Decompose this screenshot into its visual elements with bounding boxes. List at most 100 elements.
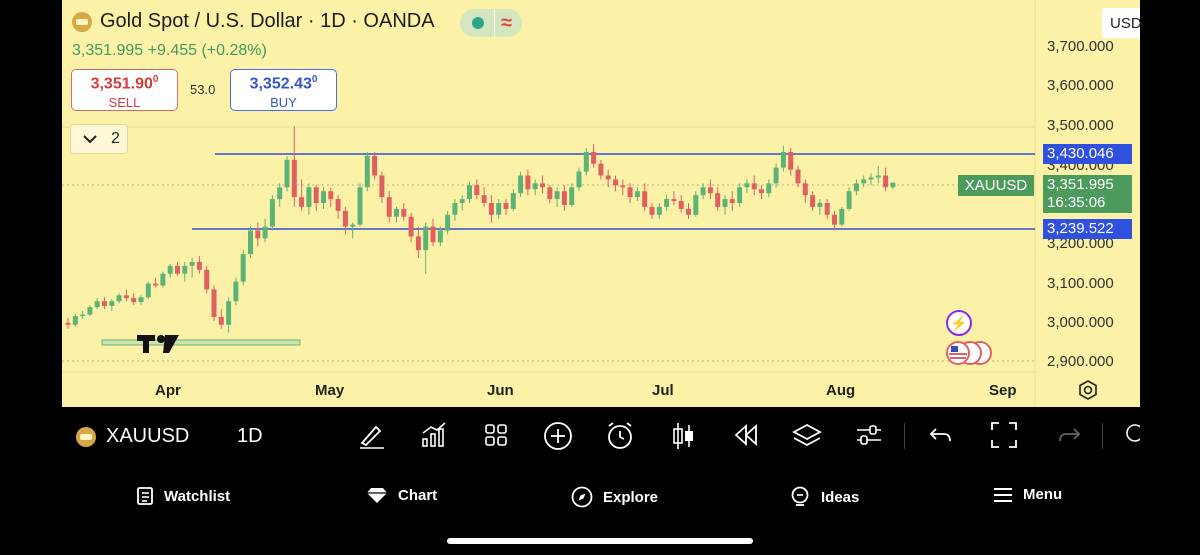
candle-body (773, 167, 779, 184)
redo-icon[interactable] (1056, 421, 1082, 449)
candle-body (605, 175, 611, 180)
nav-watchlist[interactable]: Watchlist (136, 486, 230, 506)
currency-select[interactable]: USD (1102, 8, 1140, 38)
candle-body (554, 191, 560, 200)
candle-body (722, 199, 728, 207)
candlestick-chart[interactable] (62, 0, 1140, 407)
price-label: 3,100.000 (1047, 275, 1114, 292)
time-label: Jul (652, 382, 674, 399)
alarm-clock-icon[interactable] (605, 421, 635, 451)
add-plus-icon[interactable] (543, 421, 573, 451)
nav-ideas[interactable]: Ideas (789, 486, 859, 508)
candle-body (430, 226, 436, 243)
buy-button[interactable]: 3,352.430 BUY (230, 69, 337, 111)
lightning-event-icon[interactable]: ⚡ (946, 310, 972, 336)
candle-body (145, 283, 151, 298)
candle-body (445, 214, 451, 231)
ideas-icon (791, 486, 809, 506)
candle-body (160, 273, 166, 286)
candle-body (795, 169, 801, 184)
spread-value: 53.0 (190, 82, 216, 97)
toolbar-symbol[interactable]: XAUUSD (76, 425, 189, 448)
candle-body (306, 187, 312, 207)
layers-icon[interactable] (792, 421, 822, 451)
candle-body (810, 195, 816, 207)
replay-rewind-icon[interactable] (732, 421, 760, 449)
candle-body (751, 183, 757, 190)
chart-diamond-icon (367, 488, 387, 503)
candle-body (700, 187, 706, 196)
candle-body (87, 307, 93, 315)
candle-body (467, 185, 472, 200)
toolbar-interval[interactable]: 1D (237, 425, 263, 447)
chart-settings-icon[interactable] (1078, 380, 1098, 405)
bottom-navigation: Watchlist Chart Explore Ideas Menu (0, 470, 1200, 525)
highlight-range (101, 339, 301, 346)
candle-body (372, 155, 378, 176)
candle-body (664, 199, 670, 207)
candle-body (569, 187, 575, 205)
undo-icon[interactable] (928, 421, 954, 449)
nav-explore[interactable]: Explore (571, 486, 658, 508)
indicators-icon[interactable] (420, 421, 448, 449)
indicator-count: 2 (111, 130, 120, 147)
indicators-toggle[interactable]: 2 (70, 124, 128, 154)
candle-body (693, 195, 699, 215)
candle-body (386, 197, 392, 217)
candle-body (861, 179, 867, 184)
candle-body (284, 159, 290, 188)
time-label: May (315, 382, 345, 399)
fullscreen-icon[interactable] (990, 421, 1018, 449)
nav-menu[interactable]: Menu (993, 486, 1062, 503)
price-label: 3,500.000 (1047, 117, 1114, 134)
candle-body (737, 187, 743, 203)
candle-body (233, 281, 239, 302)
last-price-value: 3,351.995 (1047, 176, 1114, 193)
nav-menu-label: Menu (1023, 486, 1063, 503)
candle-body (715, 193, 721, 207)
us-economic-events-icon[interactable] (942, 340, 998, 371)
market-status-pill[interactable]: ≈ (460, 9, 522, 37)
buy-label: BUY (270, 95, 297, 111)
candles-icon[interactable] (670, 421, 696, 451)
candle-body (591, 151, 597, 164)
candle-body (824, 203, 830, 215)
settings-sliders-icon[interactable] (855, 421, 883, 449)
candle-body (642, 191, 648, 207)
symbol-header[interactable]: Gold Spot / U.S. Dollar · 1D · OANDA (72, 10, 435, 33)
nav-chart[interactable]: Chart (366, 486, 437, 504)
drawing-pen-icon[interactable] (358, 421, 386, 449)
layout-grid-icon[interactable] (482, 421, 510, 449)
nav-ideas-label: Ideas (821, 488, 860, 506)
candle-body (802, 183, 808, 196)
candle-body (846, 191, 852, 209)
candle-body (299, 197, 305, 207)
price-label: 3,200.000 (1047, 235, 1114, 252)
candle-body (518, 175, 524, 194)
candle-body (364, 155, 370, 188)
nav-watchlist-label: Watchlist (164, 487, 231, 505)
candle-body (342, 210, 348, 227)
candle-body (780, 151, 786, 168)
candle-body (875, 175, 881, 178)
resistance-price-tag[interactable]: 3,430.046 (1043, 144, 1132, 164)
candle-body (255, 230, 261, 239)
watchlist-icon (137, 487, 153, 505)
candle-body (547, 187, 553, 200)
candle-body (488, 203, 494, 215)
candle-body (211, 289, 217, 317)
sell-button[interactable]: 3,351.900 SELL (71, 69, 178, 111)
chart-area[interactable]: Gold Spot / U.S. Dollar · 1D · OANDA ≈ 3… (62, 0, 1140, 407)
ideas-bulb-icon[interactable] (1122, 421, 1140, 449)
price-label: 3,000.000 (1047, 314, 1114, 331)
candle-body (598, 163, 604, 176)
candle-body (671, 199, 677, 202)
nav-chart-label: Chart (398, 486, 438, 504)
candle-body (313, 187, 319, 203)
time-label: Jun (487, 382, 514, 399)
candle-body (357, 187, 363, 225)
support-price-tag[interactable]: 3,239.522 (1043, 219, 1132, 239)
candle-body (729, 199, 735, 203)
candle-body (218, 316, 224, 325)
candle-body (656, 206, 662, 215)
